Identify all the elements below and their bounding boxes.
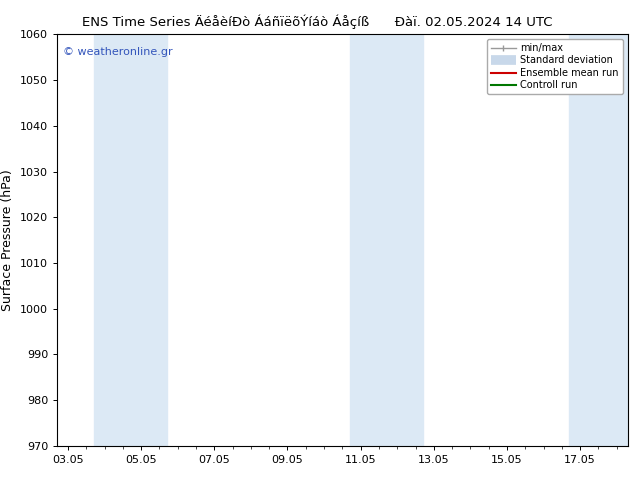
Bar — [350, 34, 423, 446]
Y-axis label: Surface Pressure (hPa): Surface Pressure (hPa) — [1, 169, 15, 311]
Text: © weatheronline.gr: © weatheronline.gr — [63, 47, 172, 57]
Bar — [94, 34, 167, 446]
Legend: min/max, Standard deviation, Ensemble mean run, Controll run: min/max, Standard deviation, Ensemble me… — [488, 39, 623, 94]
Text: ENS Time Series ÄéåèíÐò ÁáñïëõÝíáò Áåçíß      Đàï. 02.05.2024 14 UTC: ENS Time Series ÄéåèíÐò ÁáñïëõÝíáò Áåçíß… — [82, 15, 552, 29]
Bar — [569, 34, 628, 446]
